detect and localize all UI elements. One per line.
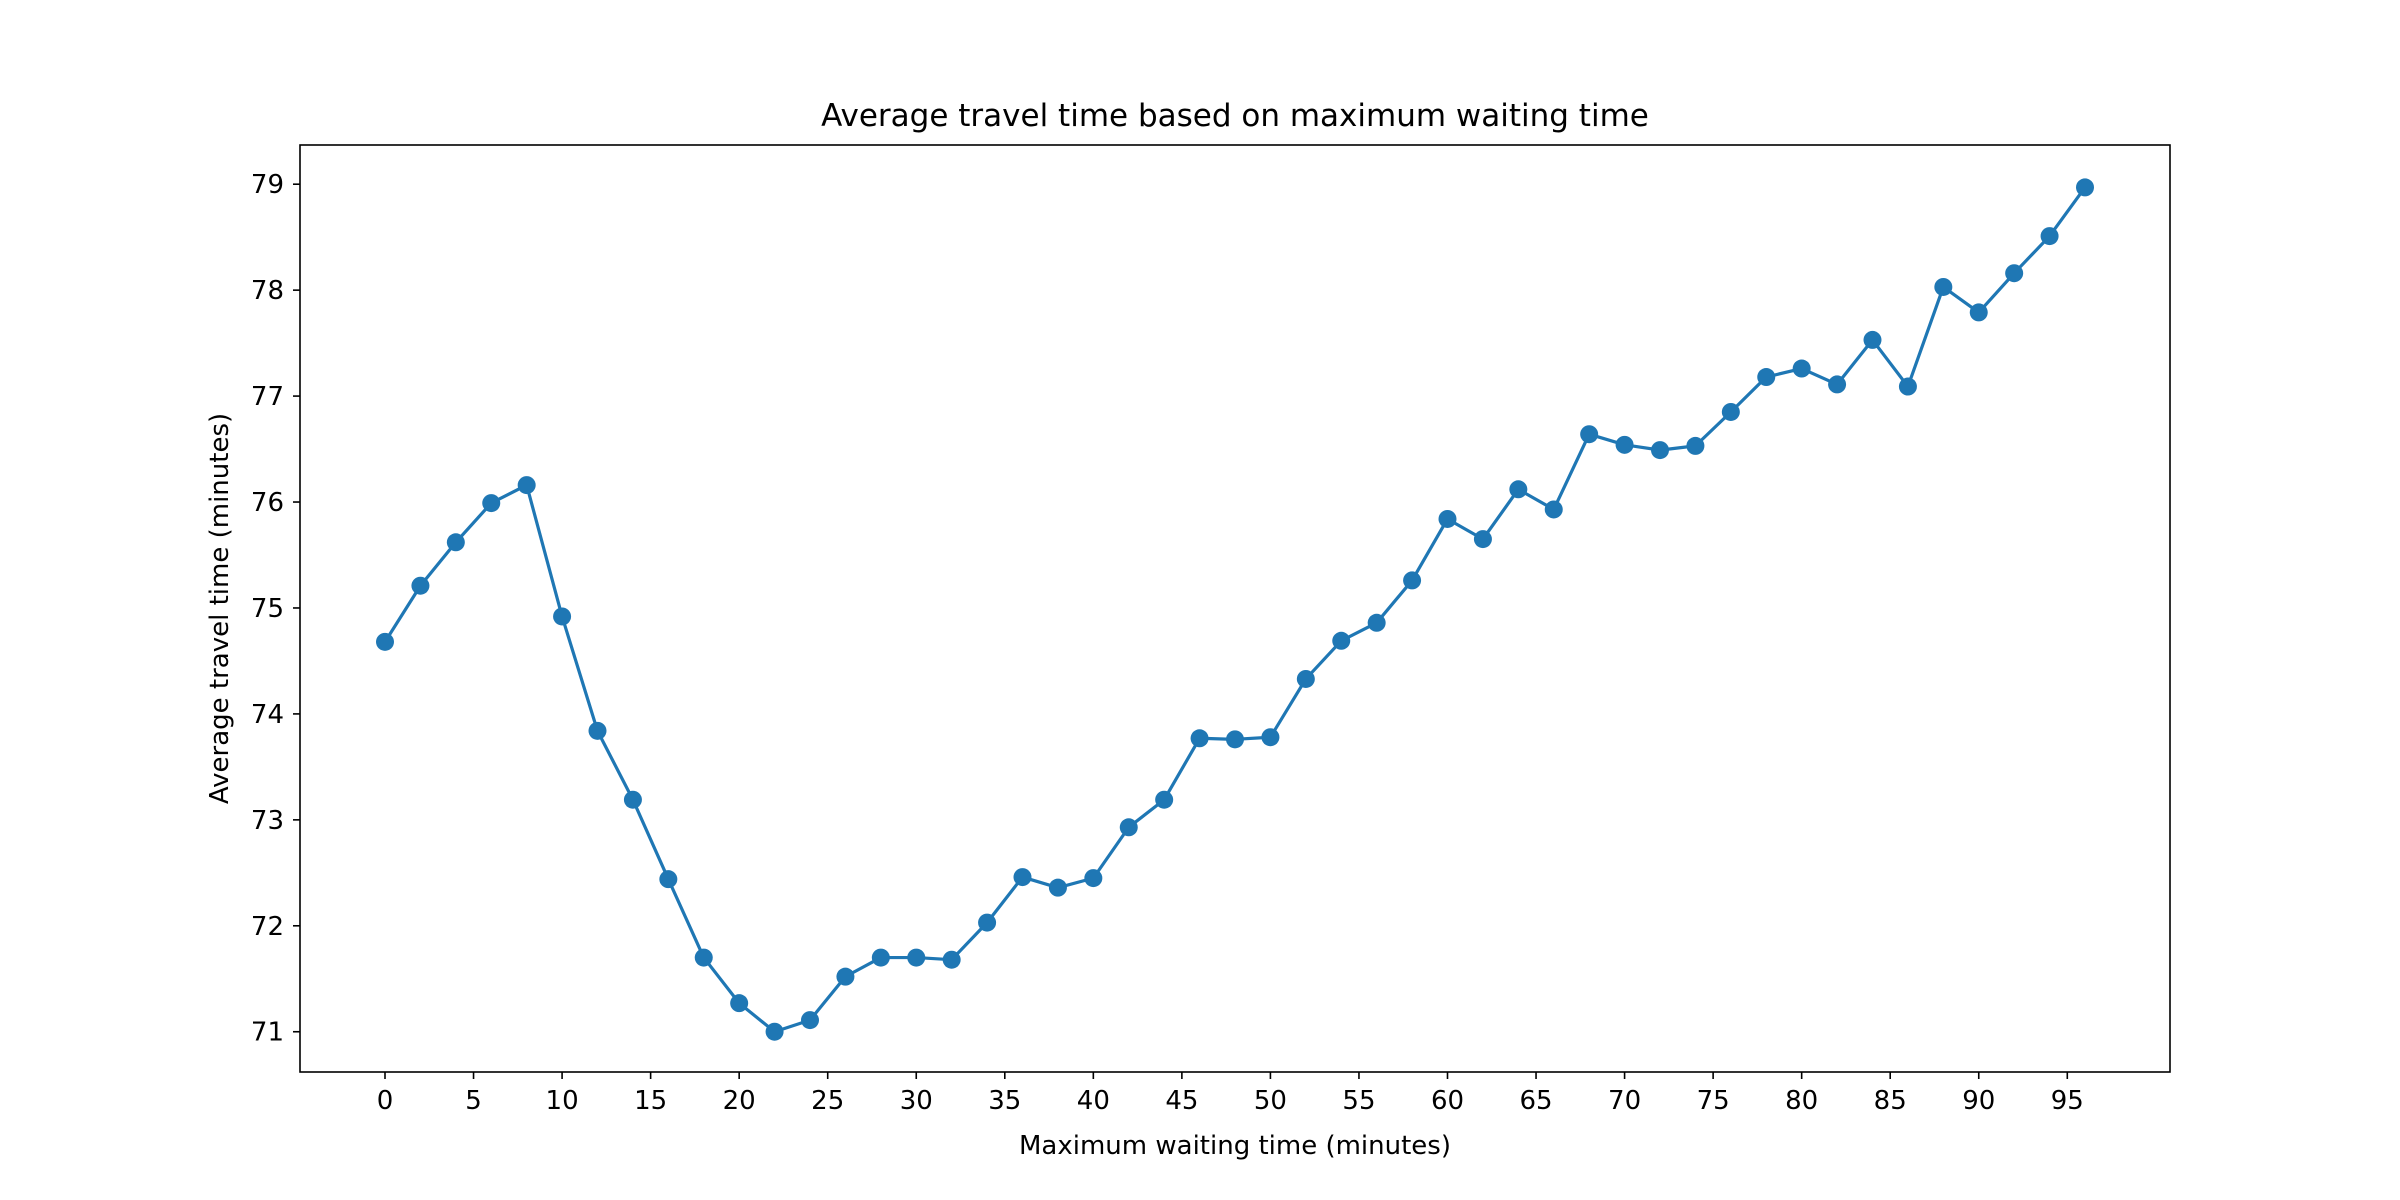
data-point — [730, 994, 749, 1013]
x-tick-label: 35 — [988, 1086, 1021, 1116]
y-tick-label: 75 — [251, 594, 284, 624]
data-point — [1261, 728, 1280, 747]
y-tick-label: 71 — [251, 1018, 284, 1048]
data-point — [1580, 425, 1599, 444]
y-axis-label: Average travel time (minutes) — [205, 413, 235, 804]
data-point — [1792, 359, 1811, 378]
data-point — [1828, 375, 1847, 394]
data-point — [836, 967, 855, 986]
data-point — [694, 948, 713, 967]
data-point — [1721, 402, 1740, 421]
x-axis-label: Maximum waiting time (minutes) — [1019, 1131, 1451, 1161]
x-tick-label: 80 — [1785, 1086, 1818, 1116]
data-point — [588, 721, 607, 740]
x-tick-label: 75 — [1697, 1086, 1730, 1116]
data-point — [1615, 435, 1634, 454]
data-point — [376, 632, 394, 651]
x-tick-label: 55 — [1342, 1086, 1375, 1116]
data-point — [1969, 303, 1988, 322]
data-point — [1898, 377, 1917, 396]
data-point — [623, 790, 642, 809]
x-tick-label: 10 — [546, 1086, 579, 1116]
x-tick-label: 25 — [811, 1086, 844, 1116]
x-tick-label: 40 — [1077, 1086, 1110, 1116]
data-point — [1509, 480, 1528, 499]
data-point — [978, 913, 997, 932]
data-point — [1438, 509, 1457, 528]
y-tick-label: 74 — [251, 700, 284, 730]
data-point — [1084, 869, 1103, 888]
x-axis: 0 5 10 15 20 25 30 35 40 45 50 55 60 65 70 75 80 85 90 95 — [377, 1072, 2084, 1116]
x-tick-label: 70 — [1608, 1086, 1641, 1116]
data-point — [942, 950, 961, 969]
data-point — [1686, 436, 1705, 455]
data-point — [1544, 500, 1563, 519]
series-layer — [376, 178, 2094, 1041]
y-tick-label: 76 — [251, 488, 284, 518]
y-tick-label: 72 — [251, 912, 284, 942]
x-tick-label: 60 — [1431, 1086, 1464, 1116]
x-tick-label: 95 — [2051, 1086, 2084, 1116]
y-tick-label: 73 — [251, 806, 284, 836]
data-point — [553, 607, 572, 626]
x-tick-label: 65 — [1519, 1086, 1552, 1116]
data-point — [446, 533, 465, 552]
x-tick-label: 0 — [377, 1086, 394, 1116]
data-point — [1757, 368, 1776, 387]
data-point — [1863, 330, 1882, 349]
data-point — [1119, 818, 1138, 837]
data-point — [801, 1011, 819, 1030]
y-tick-label: 79 — [251, 170, 284, 200]
data-point — [907, 948, 926, 967]
chart-title: Average travel time based on maximum wai… — [821, 98, 1649, 134]
data-point — [1403, 571, 1422, 590]
x-tick-label: 5 — [465, 1086, 482, 1116]
x-tick-label: 15 — [634, 1086, 667, 1116]
data-point — [1226, 730, 1244, 749]
data-point — [1013, 868, 1032, 887]
data-point — [411, 576, 430, 595]
data-point — [2076, 178, 2094, 197]
plot-frame — [299, 144, 2171, 1073]
x-tick-label: 20 — [723, 1086, 756, 1116]
data-point — [2040, 227, 2059, 246]
data-point — [659, 870, 678, 889]
data-point — [1651, 441, 1669, 460]
y-axis: 71 72 73 74 75 76 77 78 79 — [251, 170, 300, 1048]
x-tick-label: 50 — [1254, 1086, 1287, 1116]
data-point — [517, 476, 536, 495]
data-point — [1473, 530, 1492, 549]
series-line — [383, 185, 2087, 1034]
y-tick-label: 78 — [251, 276, 284, 306]
y-tick-label: 77 — [251, 382, 284, 412]
x-tick-label: 85 — [1874, 1086, 1907, 1116]
x-tick-label: 90 — [1962, 1086, 1995, 1116]
data-point — [1190, 729, 1209, 748]
data-point — [871, 948, 890, 967]
data-point — [2005, 264, 2024, 283]
data-point — [1332, 631, 1351, 650]
data-point — [482, 494, 501, 513]
x-tick-label: 45 — [1165, 1086, 1198, 1116]
data-point — [1934, 277, 1953, 296]
data-point — [1048, 878, 1067, 897]
data-point — [1367, 613, 1386, 632]
data-point — [1296, 669, 1315, 688]
data-point — [765, 1022, 784, 1041]
data-point — [1155, 790, 1174, 809]
x-tick-label: 30 — [900, 1086, 933, 1116]
